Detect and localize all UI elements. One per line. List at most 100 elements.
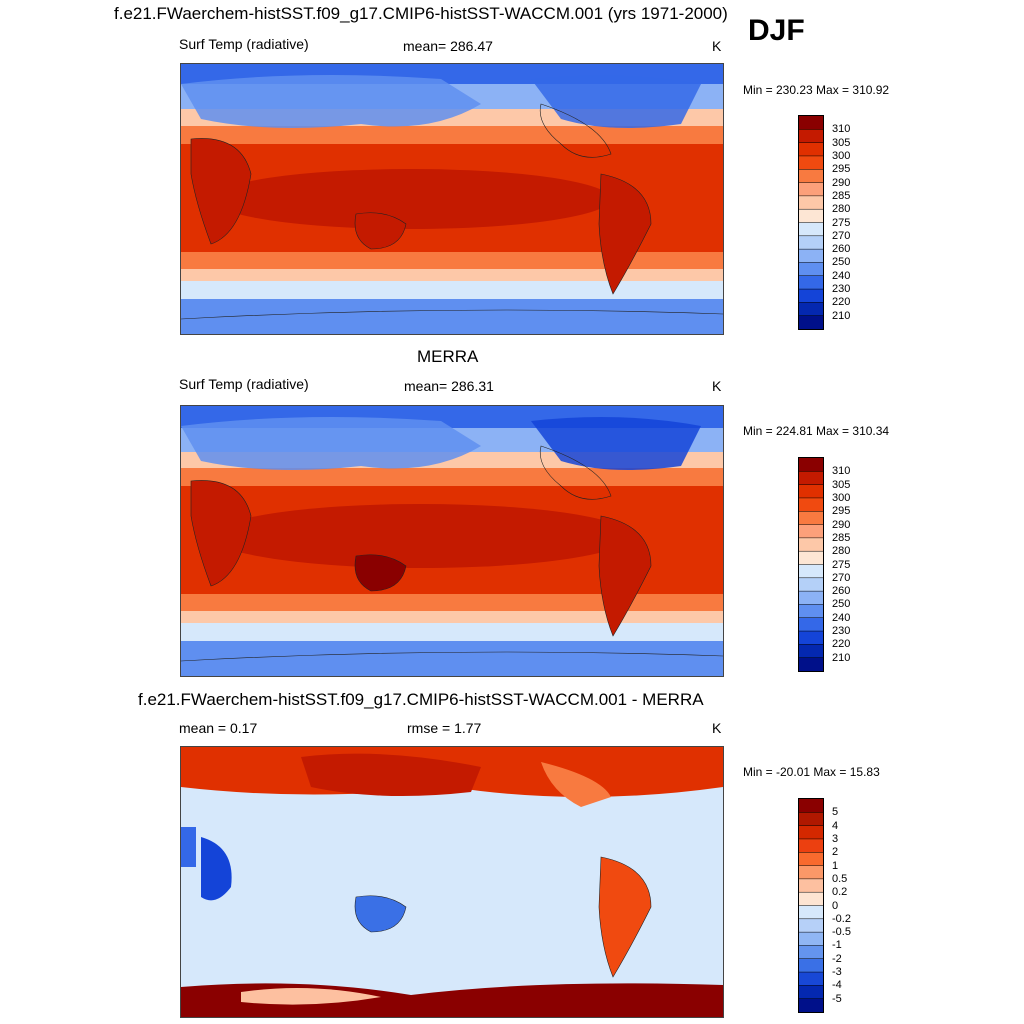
panel1-title: f.e21.FWaerchem-histSST.f09_g17.CMIP6-hi… (114, 4, 728, 23)
panel3-colorbar-box (799, 958, 823, 973)
panel3-colorbar-box (799, 892, 823, 906)
panel3-colorbar-box (799, 878, 823, 893)
panel2-colorbar-label: 280 (832, 545, 851, 558)
panel2-colorbar-box (799, 604, 823, 619)
panel1-units: K (712, 38, 722, 54)
panel1-colorbar-label: 290 (832, 176, 851, 189)
panel3-title: f.e21.FWaerchem-histSST.f09_g17.CMIP6-hi… (138, 690, 704, 709)
panel3-colorbar-label: 1 (832, 859, 839, 872)
panel1-colorbar-box (799, 262, 823, 277)
panel2-colorbar-box (799, 617, 823, 632)
panel2-colorbar-label: 310 (832, 465, 851, 478)
panel1-colorbar-label: 210 (832, 309, 851, 322)
panel1-colorbar-box (799, 302, 823, 317)
panel3-colorbar-box (799, 918, 823, 933)
panel3-colorbar-label: 0 (832, 899, 839, 912)
panel3-colorbar (798, 798, 824, 1013)
panel1-colorbar-label: 300 (832, 149, 851, 162)
panel3-colorbar-box (799, 998, 823, 1012)
panel1-colorbar-box (799, 249, 823, 263)
panel2-colorbar-label: 250 (832, 598, 851, 611)
panel3-colorbar-label: 0.2 (832, 886, 848, 899)
panel1-colorbar-box (799, 116, 823, 130)
panel1-colorbar-label: 230 (832, 283, 851, 296)
panel3-colorbar-box (799, 812, 823, 827)
panel3-colorbar-label: -4 (832, 979, 842, 992)
panel1-colorbar-box (799, 169, 823, 184)
panel3-colorbar-label: 5 (832, 806, 839, 819)
panel3-minmax: Min = -20.01 Max = 15.83 (743, 765, 880, 779)
panel1-colorbar-box (799, 222, 823, 237)
panel2-colorbar-label: 295 (832, 505, 851, 518)
panel3-colorbar-box (799, 932, 823, 946)
panel3-map (180, 746, 724, 1018)
panel3-colorbar-box (799, 825, 823, 840)
panel2-colorbar-box (799, 471, 823, 486)
panel3-colorbar-label: 0.5 (832, 872, 848, 885)
panel1-colorbar-label: 280 (832, 203, 851, 216)
panel2-colorbar-box (799, 591, 823, 605)
panel3-colorbar-box (799, 905, 823, 920)
panel2-colorbar-label: 210 (832, 651, 851, 664)
panel1-colorbar-label: 310 (832, 123, 851, 136)
panel2-map (180, 405, 724, 677)
panel3-colorbar-label: -3 (832, 966, 842, 979)
panel2-colorbar-label: 305 (832, 478, 851, 491)
panel1-colorbar-label: 285 (832, 189, 851, 202)
panel3-colorbar-label: 2 (832, 846, 839, 859)
season-label: DJF (748, 14, 805, 47)
panel1-colorbar-box (799, 129, 823, 144)
panel2-colorbar-label: 285 (832, 531, 851, 544)
panel1-colorbar-label: 295 (832, 163, 851, 176)
panel2-colorbar-label: 220 (832, 638, 851, 651)
panel2-colorbar-label: 240 (832, 611, 851, 624)
panel1-colorbar-box (799, 235, 823, 250)
panel2-colorbar-label: 300 (832, 491, 851, 504)
panel2-colorbar-box (799, 537, 823, 552)
panel2-colorbar-box (799, 631, 823, 645)
panel1-colorbar-box (799, 155, 823, 170)
panel3-colorbar-label: 4 (832, 819, 839, 832)
panel3-colorbar-label: 3 (832, 832, 839, 845)
panel3-colorbar-label: -0.5 (832, 926, 851, 939)
panel1-colorbar (798, 115, 824, 330)
panel2-colorbar-box (799, 564, 823, 579)
panel3-colorbar-box (799, 945, 823, 960)
panel2-colorbar-label: 270 (832, 571, 851, 584)
panel1-colorbar-box (799, 209, 823, 223)
panel1-colorbar-label: 275 (832, 216, 851, 229)
panel2-colorbar-box (799, 524, 823, 539)
panel3-colorbar-box (799, 852, 823, 867)
panel2-colorbar-label: 275 (832, 558, 851, 571)
panel3-colorbar-box (799, 799, 823, 813)
panel1-colorbar-box (799, 142, 823, 157)
panel1-colorbar-label: 250 (832, 256, 851, 269)
panel1-colorbar-label: 260 (832, 243, 851, 256)
panel1-minmax: Min = 230.23 Max = 310.92 (743, 83, 890, 97)
panel2-colorbar-box (799, 657, 823, 671)
panel1-map (180, 63, 724, 335)
panel1-colorbar-box (799, 289, 823, 303)
panel1-colorbar-box (799, 195, 823, 210)
panel3-units: K (712, 720, 722, 736)
panel1-colorbar-label: 240 (832, 269, 851, 282)
panel3-colorbar-box (799, 838, 823, 853)
panel2-colorbar-box (799, 577, 823, 592)
panel3-colorbar-label: -5 (832, 992, 842, 1005)
panel1-variable: Surf Temp (radiative) (179, 36, 309, 52)
panel2-colorbar-box (799, 497, 823, 512)
panel3-colorbar-box (799, 985, 823, 1000)
panel3-colorbar-label: -1 (832, 939, 842, 952)
panel2-colorbar-label: 290 (832, 518, 851, 531)
panel2-colorbar-label: 260 (832, 585, 851, 598)
panel2-colorbar-box (799, 551, 823, 565)
panel3-mean: mean = 0.17 (179, 720, 258, 736)
panel1-colorbar-box (799, 315, 823, 329)
panel1-colorbar-box (799, 275, 823, 290)
panel2-mean: mean= 286.31 (404, 378, 494, 394)
panel3-colorbar-label: -2 (832, 952, 842, 965)
panel3-rmse: rmse = 1.77 (407, 720, 482, 736)
panel1-colorbar-label: 220 (832, 296, 851, 309)
panel2-minmax: Min = 224.81 Max = 310.34 (743, 424, 890, 438)
panel2-colorbar (798, 457, 824, 672)
